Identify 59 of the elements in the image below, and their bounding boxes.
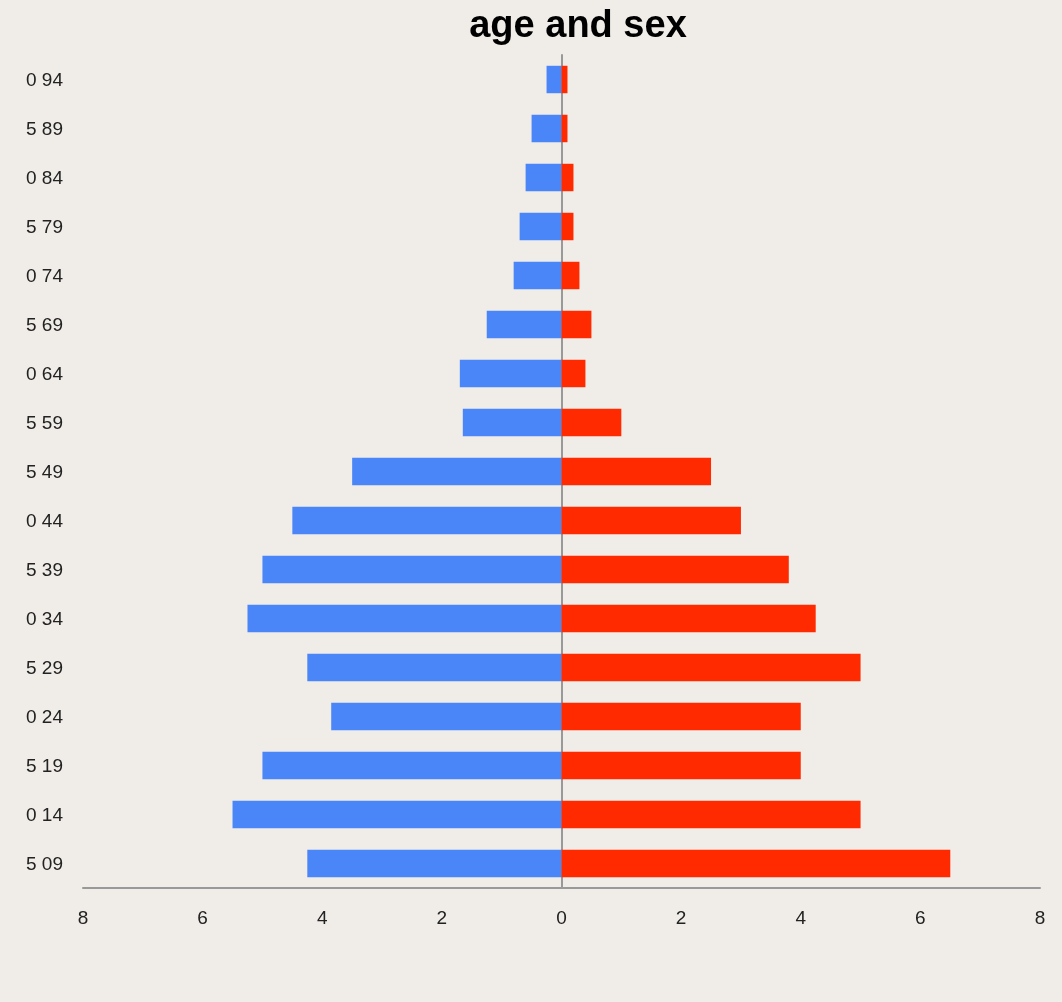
y-tick-label: 0 94	[26, 69, 64, 90]
y-tick-label: 0 74	[26, 265, 64, 286]
y-tick-label: 0 24	[26, 706, 64, 727]
y-tick-label: 5 29	[26, 657, 63, 678]
y-tick-label: 0 34	[26, 608, 64, 629]
bar	[519, 212, 562, 241]
bar	[561, 751, 801, 780]
y-tick-label: 5 19	[26, 755, 63, 776]
bar	[307, 849, 562, 878]
bar	[561, 310, 592, 339]
x-tick-label: 6	[197, 907, 208, 928]
y-tick-label: 5 09	[26, 853, 63, 874]
x-tick-label: 6	[915, 907, 926, 928]
bar	[459, 359, 562, 388]
bar	[561, 849, 951, 878]
x-tick-label: 8	[77, 907, 89, 928]
bar	[247, 604, 562, 633]
bar	[331, 702, 562, 731]
x-tick-label: 4	[795, 907, 807, 928]
x-tick-label: 2	[675, 907, 687, 928]
x-tick-label: 0	[556, 907, 567, 928]
bar	[561, 212, 574, 241]
bar	[561, 408, 622, 437]
bar	[561, 653, 861, 682]
chart-title: age and sex	[469, 3, 687, 45]
y-tick-label: 0 44	[26, 510, 64, 531]
bar	[525, 163, 562, 192]
bar	[262, 555, 562, 584]
bar	[546, 65, 562, 94]
y-tick-label: 0 14	[26, 804, 64, 825]
bar	[561, 457, 712, 486]
y-tick-label: 0 64	[26, 363, 64, 384]
bar	[561, 163, 574, 192]
bar	[561, 506, 741, 535]
bar	[561, 555, 789, 584]
bar	[486, 310, 562, 339]
bar	[561, 604, 816, 633]
bar	[561, 359, 586, 388]
bar	[352, 457, 562, 486]
bar	[561, 702, 801, 731]
y-tick-label: 5 79	[26, 216, 63, 237]
bar	[232, 800, 562, 829]
y-tick-label: 5 59	[26, 412, 63, 433]
bar	[307, 653, 562, 682]
bar	[561, 261, 580, 290]
bar	[561, 800, 861, 829]
y-tick-label: 5 39	[26, 559, 63, 580]
x-tick-label: 2	[436, 907, 448, 928]
bar	[262, 751, 562, 780]
y-tick-label: 5 69	[26, 314, 63, 335]
bar	[531, 114, 562, 143]
y-tick-label: 5 49	[26, 461, 63, 482]
bar	[513, 261, 562, 290]
y-tick-label: 5 89	[26, 118, 63, 139]
x-tick-label: 8	[1034, 907, 1046, 928]
x-tick-label: 4	[316, 907, 328, 928]
bar	[292, 506, 562, 535]
bar	[462, 408, 562, 437]
y-tick-label: 0 84	[26, 167, 64, 188]
